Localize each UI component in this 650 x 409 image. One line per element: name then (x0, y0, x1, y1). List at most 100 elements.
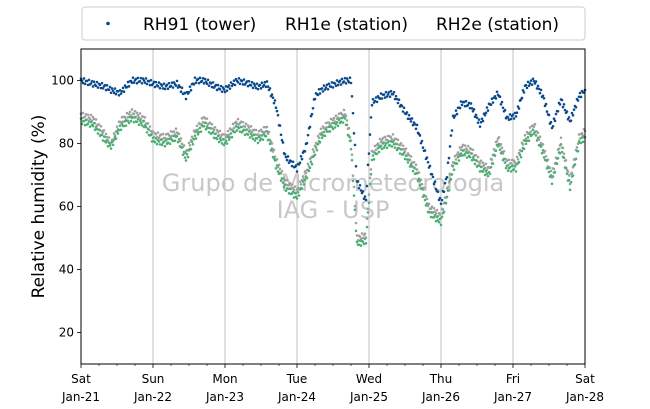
data-point (127, 85, 131, 88)
data-point (237, 126, 241, 130)
data-point (505, 164, 509, 168)
data-point (459, 152, 463, 155)
data-point (244, 122, 248, 125)
data-point (182, 144, 186, 147)
data-point (168, 135, 172, 138)
data-point (162, 82, 166, 85)
x-tick-label-day: Sun (142, 372, 165, 386)
data-point (500, 146, 504, 150)
data-point (508, 113, 512, 116)
data-point (531, 128, 535, 131)
data-point (216, 130, 220, 134)
data-point (540, 151, 544, 155)
data-point (252, 82, 256, 85)
data-point (115, 130, 119, 133)
data-point (218, 129, 222, 133)
data-point (280, 138, 284, 142)
data-point (210, 85, 214, 89)
data-point (104, 141, 108, 144)
data-point (244, 128, 248, 132)
data-point (100, 81, 104, 85)
data-point (180, 146, 184, 149)
data-point (292, 196, 296, 199)
data-point (203, 77, 207, 81)
data-point (350, 158, 354, 162)
data-point (120, 89, 124, 93)
data-point (153, 85, 157, 89)
data-point (97, 123, 101, 126)
data-point (481, 161, 485, 164)
data-point (534, 134, 538, 137)
data-point (126, 119, 130, 123)
data-point (417, 177, 421, 181)
data-point (270, 93, 274, 96)
data-point (445, 195, 449, 199)
data-point (523, 139, 527, 143)
y-tick-label: 20 (59, 326, 74, 340)
data-point (250, 134, 254, 138)
data-point (518, 153, 522, 157)
data-point (128, 110, 132, 114)
data-point (321, 134, 325, 137)
data-point (517, 107, 521, 110)
data-point (495, 90, 499, 94)
data-point (390, 138, 394, 141)
data-point (191, 142, 195, 146)
data-point (222, 143, 226, 147)
data-point (257, 129, 261, 133)
data-point (413, 123, 417, 126)
data-point (422, 194, 426, 197)
data-point (161, 87, 165, 90)
data-point (434, 187, 438, 191)
data-point (287, 161, 291, 164)
data-point (482, 163, 486, 167)
data-point (426, 160, 430, 164)
data-point (371, 154, 375, 157)
data-point (415, 123, 419, 127)
data-point (513, 165, 517, 168)
data-point (285, 178, 289, 182)
data-point (502, 149, 506, 153)
data-point (165, 83, 169, 87)
data-point (256, 133, 260, 136)
data-point (369, 172, 373, 176)
data-point (275, 164, 279, 167)
data-point (178, 85, 182, 89)
data-point (435, 215, 439, 219)
data-point (220, 142, 224, 145)
data-point (262, 125, 266, 129)
data-point (136, 113, 140, 117)
x-tick-label-day: Tue (286, 372, 308, 386)
data-point (374, 96, 378, 99)
data-point (231, 122, 235, 126)
data-point (373, 144, 377, 148)
data-point (433, 180, 437, 184)
data-point (502, 157, 506, 161)
x-tick-label-date: Jan-21 (61, 390, 100, 404)
data-point (272, 157, 276, 160)
data-point (389, 140, 393, 143)
data-point (88, 125, 92, 128)
data-point (474, 113, 478, 117)
data-point (469, 152, 473, 155)
data-point (568, 188, 572, 192)
data-point (385, 95, 389, 98)
data-point (260, 134, 264, 137)
data-point (513, 111, 517, 115)
data-point (517, 160, 521, 164)
data-point (170, 134, 174, 138)
data-point (206, 78, 210, 82)
data-point (456, 151, 460, 154)
data-point (99, 125, 103, 128)
data-point (183, 91, 187, 95)
data-point (84, 118, 88, 122)
data-point (128, 115, 132, 119)
data-point (418, 184, 422, 187)
data-point (273, 99, 277, 102)
data-point (387, 91, 391, 94)
data-point (368, 182, 372, 186)
data-point (159, 138, 163, 141)
data-point (141, 115, 145, 118)
data-point (107, 88, 111, 92)
data-point (404, 147, 408, 150)
